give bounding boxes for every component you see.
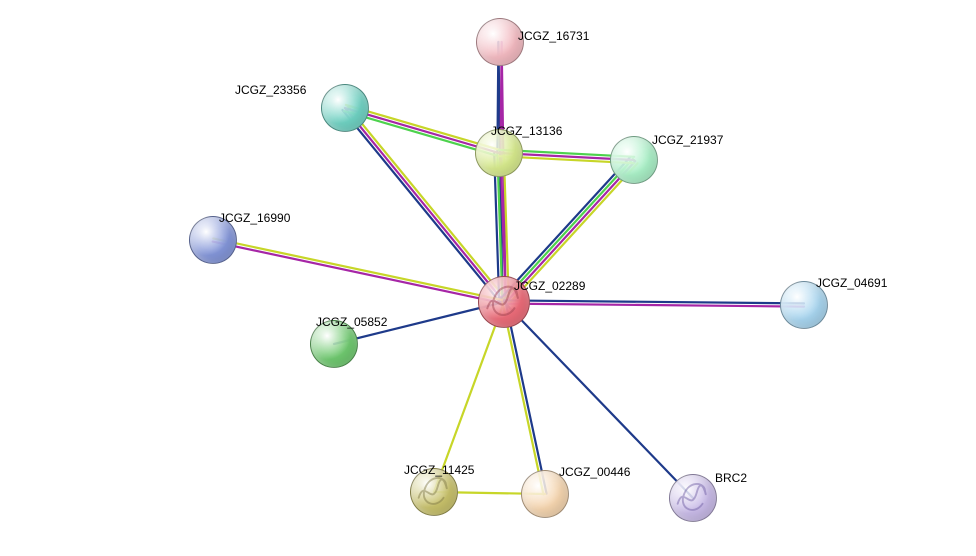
edge <box>504 304 804 307</box>
node-JCGZ_02289[interactable] <box>478 276 530 328</box>
node-BRC2[interactable] <box>669 474 717 522</box>
network-canvas[interactable]: JCGZ_02289JCGZ_16731JCGZ_23356JCGZ_13136… <box>0 0 976 556</box>
edge <box>504 302 693 498</box>
node-JCGZ_04691[interactable] <box>780 281 828 329</box>
node-JCGZ_13136[interactable] <box>475 129 523 177</box>
node-label-JCGZ_23356: JCGZ_23356 <box>235 83 306 97</box>
edge <box>504 300 804 303</box>
node-label-JCGZ_00446: JCGZ_00446 <box>559 465 630 479</box>
protein-structure-icon <box>670 474 716 522</box>
node-JCGZ_11425[interactable] <box>410 468 458 516</box>
node-label-JCGZ_16731: JCGZ_16731 <box>518 29 589 43</box>
node-JCGZ_00446[interactable] <box>521 470 569 518</box>
node-JCGZ_21937[interactable] <box>610 136 658 184</box>
node-label-JCGZ_04691: JCGZ_04691 <box>816 276 887 290</box>
node-label-JCGZ_21937: JCGZ_21937 <box>652 133 723 147</box>
edge <box>213 242 504 304</box>
edge <box>213 238 504 300</box>
node-JCGZ_05852[interactable] <box>310 320 358 368</box>
edge <box>434 302 504 492</box>
protein-structure-icon <box>479 276 529 328</box>
edge <box>502 302 543 494</box>
node-JCGZ_16731[interactable] <box>476 18 524 66</box>
edge <box>343 110 502 304</box>
protein-structure-icon <box>411 468 457 516</box>
node-label-BRC2: BRC2 <box>715 471 747 485</box>
node-JCGZ_16990[interactable] <box>189 216 237 264</box>
node-JCGZ_23356[interactable] <box>321 84 369 132</box>
edge <box>506 302 547 494</box>
